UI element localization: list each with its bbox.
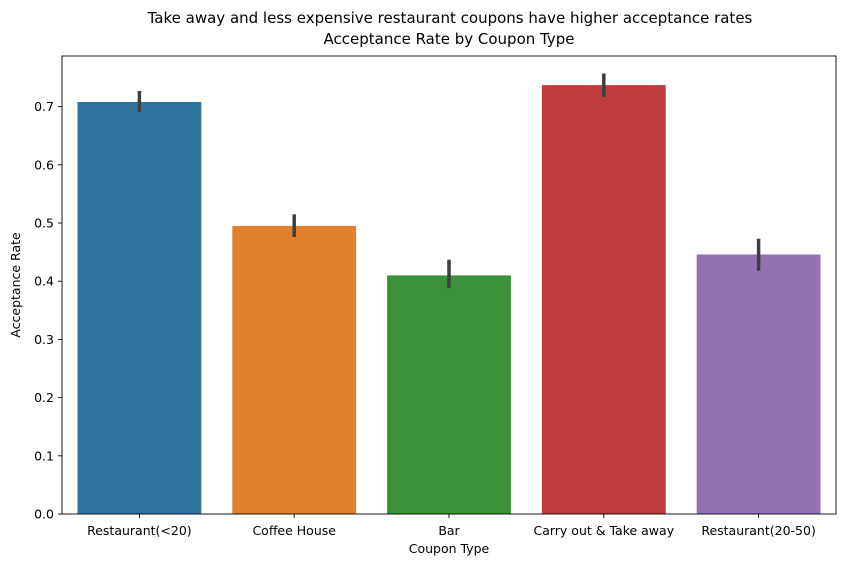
x-tick-label: Carry out & Take away bbox=[533, 523, 674, 538]
y-tick-label: 0.0 bbox=[34, 507, 54, 522]
x-tick-label: Coffee House bbox=[252, 523, 336, 538]
x-tick-label: Bar bbox=[438, 523, 460, 538]
bars-group bbox=[77, 85, 821, 515]
x-axis: Restaurant(<20) Coffee House Bar Carry out … bbox=[87, 514, 816, 538]
y-axis: 0.0 0.1 0.2 0.3 0.4 0.5 0.6 0.7 bbox=[34, 99, 62, 522]
bar bbox=[77, 101, 202, 515]
y-tick-label: 0.7 bbox=[34, 99, 54, 114]
chart-suptitle: Take away and less expensive restaurant … bbox=[147, 9, 753, 27]
y-tick-label: 0.5 bbox=[34, 216, 54, 231]
y-tick-label: 0.3 bbox=[34, 332, 54, 347]
y-tick-label: 0.2 bbox=[34, 390, 54, 405]
bar bbox=[232, 225, 357, 514]
chart-title: Acceptance Rate by Coupon Type bbox=[324, 30, 575, 48]
x-tick-label: Restaurant(<20) bbox=[87, 523, 192, 538]
y-tick-label: 0.4 bbox=[34, 274, 54, 289]
bar bbox=[696, 254, 821, 514]
bar bbox=[387, 275, 511, 514]
y-tick-label: 0.1 bbox=[34, 448, 54, 463]
plot-frame bbox=[61, 55, 837, 515]
y-axis-label: Acceptance Rate bbox=[8, 232, 23, 338]
bar bbox=[541, 85, 666, 514]
x-axis-label: Coupon Type bbox=[409, 541, 490, 556]
y-tick-label: 0.6 bbox=[34, 157, 54, 172]
x-tick-label: Restaurant(20-50) bbox=[701, 523, 816, 538]
error-bars-group bbox=[137, 73, 761, 289]
